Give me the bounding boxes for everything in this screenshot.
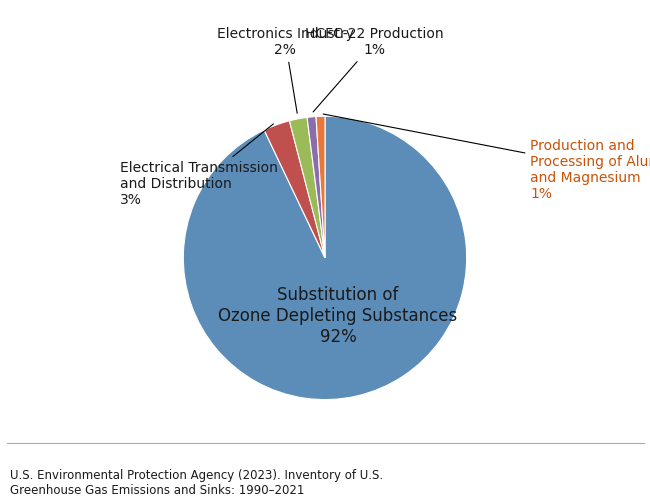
Wedge shape xyxy=(316,116,325,258)
Text: Substitution of
Ozone Depleting Substances
92%: Substitution of Ozone Depleting Substanc… xyxy=(218,286,458,346)
Wedge shape xyxy=(183,116,467,400)
Text: Electrical Transmission
and Distribution
3%: Electrical Transmission and Distribution… xyxy=(120,124,278,208)
Text: HCFC-22 Production
1%: HCFC-22 Production 1% xyxy=(306,26,444,112)
Wedge shape xyxy=(289,118,325,258)
Text: U.S. Environmental Protection Agency (2023). Inventory of U.S.
Greenhouse Gas Em: U.S. Environmental Protection Agency (20… xyxy=(10,470,383,498)
Text: Production and
Processing of Aluminum
and Magnesium
1%: Production and Processing of Aluminum an… xyxy=(323,114,650,202)
Text: Electronics Industry
2%: Electronics Industry 2% xyxy=(217,26,354,114)
Wedge shape xyxy=(307,116,325,258)
Wedge shape xyxy=(264,121,325,258)
